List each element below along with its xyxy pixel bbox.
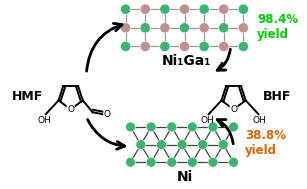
Circle shape <box>140 41 150 52</box>
Circle shape <box>177 140 187 149</box>
Text: 98.4%
yield: 98.4% yield <box>257 13 298 41</box>
Circle shape <box>140 4 150 14</box>
Circle shape <box>199 4 209 14</box>
Text: OH: OH <box>38 115 52 125</box>
Circle shape <box>160 4 170 14</box>
Circle shape <box>140 23 150 33</box>
Circle shape <box>219 23 229 33</box>
Circle shape <box>167 157 177 167</box>
Circle shape <box>160 23 170 33</box>
Circle shape <box>157 140 166 149</box>
Text: O: O <box>104 110 111 119</box>
Text: O: O <box>67 105 74 114</box>
Text: Ni: Ni <box>177 170 192 184</box>
Circle shape <box>179 23 190 33</box>
Circle shape <box>208 122 218 132</box>
Circle shape <box>199 23 209 33</box>
Circle shape <box>198 140 208 149</box>
Circle shape <box>238 23 248 33</box>
Circle shape <box>218 140 228 149</box>
Text: 38.8%
yield: 38.8% yield <box>245 129 286 157</box>
Circle shape <box>219 4 229 14</box>
Circle shape <box>208 157 218 167</box>
Circle shape <box>146 122 156 132</box>
Text: OH: OH <box>201 115 215 125</box>
Circle shape <box>179 4 190 14</box>
Circle shape <box>229 122 239 132</box>
Text: Ni₁Ga₁: Ni₁Ga₁ <box>162 54 211 68</box>
Circle shape <box>219 41 229 52</box>
Circle shape <box>188 157 197 167</box>
Circle shape <box>126 157 135 167</box>
Text: O: O <box>230 105 237 114</box>
Circle shape <box>126 122 135 132</box>
Text: OH: OH <box>253 115 266 125</box>
Text: HMF: HMF <box>12 90 43 103</box>
Circle shape <box>167 122 177 132</box>
Circle shape <box>136 140 146 149</box>
Circle shape <box>238 41 248 52</box>
Circle shape <box>146 157 156 167</box>
Circle shape <box>179 41 190 52</box>
Circle shape <box>188 122 197 132</box>
Circle shape <box>121 41 131 52</box>
Text: BHF: BHF <box>262 90 291 103</box>
Circle shape <box>121 23 131 33</box>
Circle shape <box>199 41 209 52</box>
Circle shape <box>160 41 170 52</box>
Circle shape <box>229 157 239 167</box>
Circle shape <box>121 4 131 14</box>
Circle shape <box>238 4 248 14</box>
